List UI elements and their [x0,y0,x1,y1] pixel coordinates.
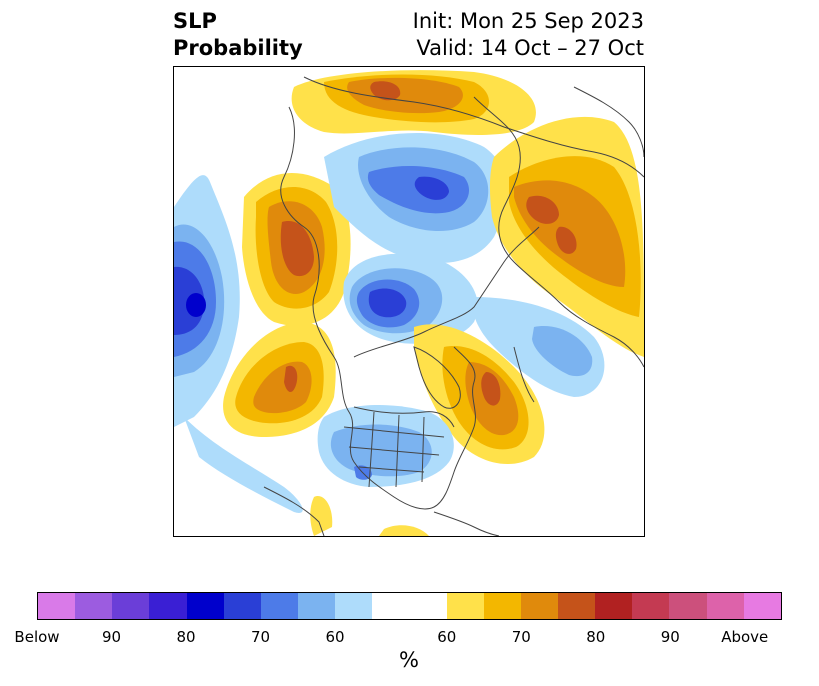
colorbar [37,592,782,620]
region-above-75-europe-1 [526,195,559,224]
valid-date: Valid: 14 Oct – 27 Oct [416,36,644,60]
colorbar-tick-label: 90 [101,628,122,646]
colorbar-segment [669,593,707,619]
colorbar-segment [149,593,187,619]
colorbar-tick-label: 80 [586,628,606,646]
colorbar-segment [483,593,521,619]
colorbar-segment [260,593,298,619]
region-above-60-caribbean [379,525,429,536]
colorbar-tick-label: 60 [437,628,457,646]
colorbar-segment [186,593,224,619]
colorbar-segment [706,593,744,619]
colorbar-tick-label: 70 [250,628,271,646]
colorbar-segment [743,593,781,619]
colorbar-tick-label: 70 [511,628,531,646]
coastlines [263,76,644,536]
region-above-75-ne-pacific [284,365,298,393]
colorbar-tick-label: 80 [176,628,196,646]
colorbar-segment [632,593,670,619]
colorbar-segment [372,593,447,619]
region-above-75-nw-atlantic [481,372,501,406]
region-above-75-alaska [280,221,314,277]
init-date: Init: Mon 25 Sep 2023 [412,9,644,33]
probability-map [173,66,645,537]
colorbar-segment [223,593,261,619]
colorbar-segment [520,593,558,619]
colorbar-segment [75,593,113,619]
region-above-75-north [370,81,401,101]
colorbar-segment [112,593,150,619]
colorbar-unit: % [399,648,419,672]
colorbar-segment [38,593,76,619]
region-below-65-atlantic [532,326,593,377]
region-below-75-siberia [414,176,449,200]
title-line-2: Probability [173,36,303,60]
region-below-75-arctic [368,288,407,318]
colorbar-segment [335,593,373,619]
colorbar-segment [297,593,336,619]
colorbar-segment [595,593,633,619]
region-below-65-usa [330,424,432,477]
region-above-75-europe-2 [555,226,577,254]
map-canvas [174,70,644,536]
colorbar-tick-label: 90 [660,628,680,646]
colorbar-segment [557,593,596,619]
colorbar-tick-label: Below [14,628,60,646]
region-above-60-mexico [310,496,333,536]
colorbar-segment [446,593,484,619]
colorbar-tick-label: Above [721,628,769,646]
region-below-80-pacific [186,293,206,317]
title-line-1: SLP [173,9,217,33]
map-title: SLP Probability [173,8,303,62]
region-below-60-south [184,417,303,513]
forecast-dates: Init: Mon 25 Sep 2023 Valid: 14 Oct – 27… [413,8,644,62]
colorbar-tick-label: 60 [325,628,345,646]
